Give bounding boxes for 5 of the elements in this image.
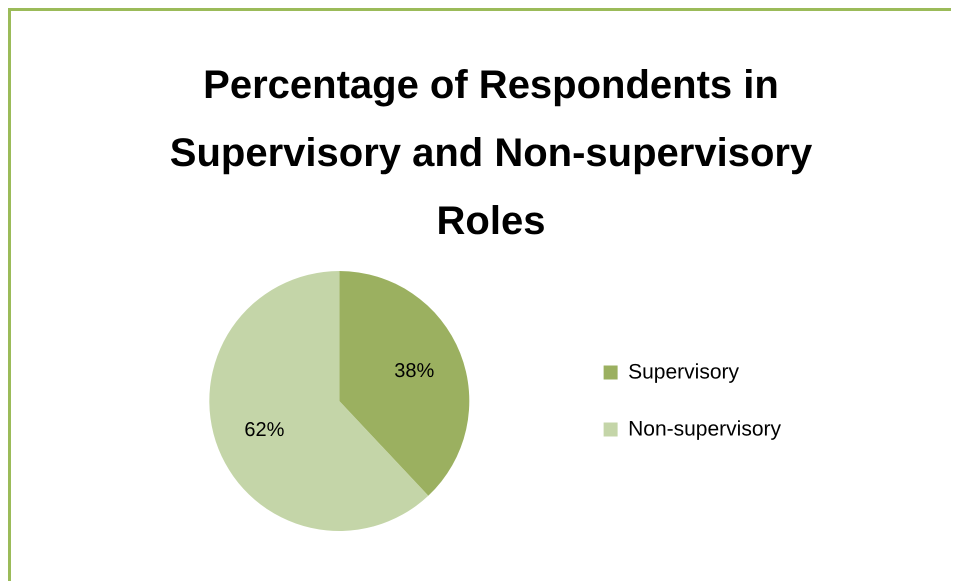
- data-label: 38%: [394, 360, 434, 382]
- chart-title: Percentage of Respondents in Supervisory and Non-supervisory Roles: [168, 62, 814, 245]
- legend-label: Non-supervisory: [628, 417, 782, 440]
- data-label: 62%: [244, 419, 285, 442]
- legend-label: Supervisory: [628, 360, 740, 384]
